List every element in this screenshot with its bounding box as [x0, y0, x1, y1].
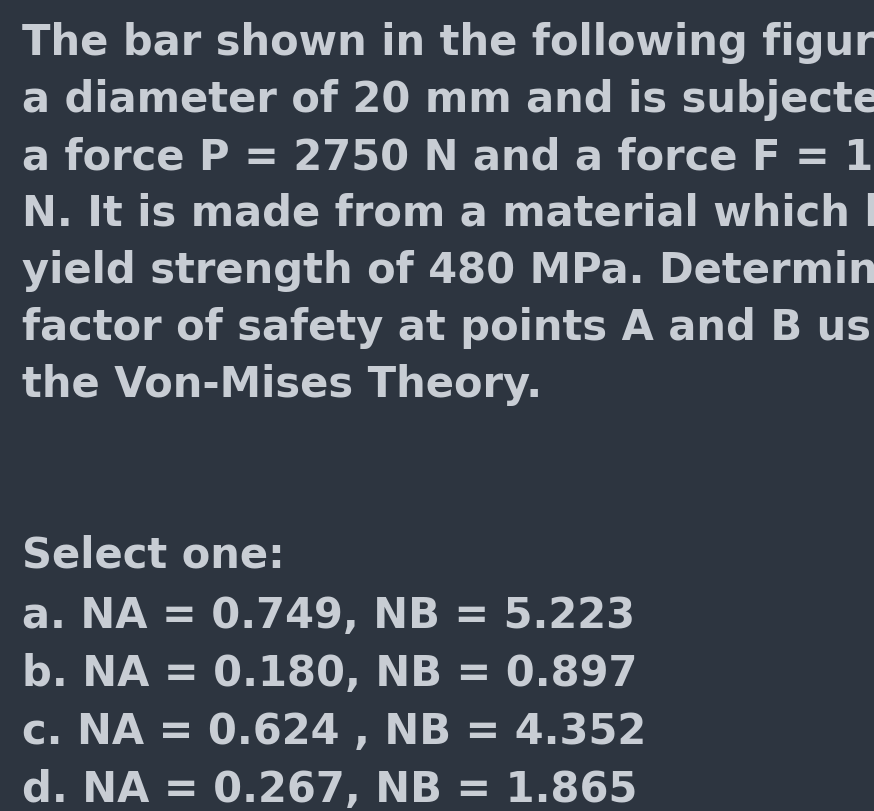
Text: factor of safety at points A and B using: factor of safety at points A and B using [22, 307, 874, 349]
Text: b. NA = 0.180, NB = 0.897: b. NA = 0.180, NB = 0.897 [22, 652, 637, 694]
Text: Select one:: Select one: [22, 534, 285, 577]
Text: a diameter of 20 mm and is subjected to: a diameter of 20 mm and is subjected to [22, 79, 874, 121]
Text: c. NA = 0.624 , NB = 4.352: c. NA = 0.624 , NB = 4.352 [22, 710, 646, 752]
Text: d. NA = 0.267, NB = 1.865: d. NA = 0.267, NB = 1.865 [22, 768, 637, 810]
Text: a. NA = 0.749, NB = 5.223: a. NA = 0.749, NB = 5.223 [22, 594, 635, 636]
Text: the Von-Mises Theory.: the Von-Mises Theory. [22, 363, 542, 406]
Text: a force P = 2750 N and a force F = 14000: a force P = 2750 N and a force F = 14000 [22, 135, 874, 178]
Text: N. It is made from a material which has a: N. It is made from a material which has … [22, 193, 874, 234]
Text: yield strength of 480 MPa. Determine the: yield strength of 480 MPa. Determine the [22, 250, 874, 292]
Text: The bar shown in the following figure has: The bar shown in the following figure ha… [22, 22, 874, 64]
